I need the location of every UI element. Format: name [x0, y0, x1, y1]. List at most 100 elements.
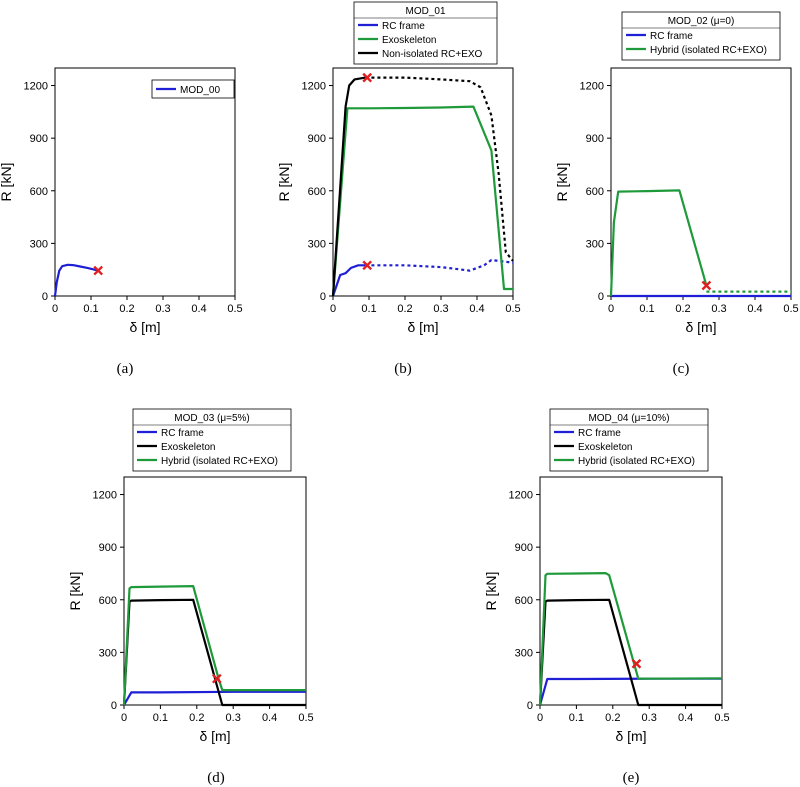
chart-panel-1: 0 0.1 0.2 0.3 0.4 0.5 0 300 600 900 1200 δ [m] R [kN… [0, 67, 243, 377]
x-tick-label: 0.2 [605, 712, 620, 724]
series-line-black [538, 598, 722, 707]
y-tick-label: 0 [320, 291, 326, 303]
legend-title: MOD_03 (μ=5%) [174, 413, 250, 424]
x-tick-label: 0.3 [433, 303, 448, 315]
legend-entry: Hybrid (isolated RC+EXO) [650, 45, 767, 56]
panel-caption: (d) [207, 770, 225, 786]
y-tick-label: 1200 [302, 81, 326, 93]
y-axis-label: R [kN] [554, 163, 570, 202]
y-tick-label: 300 [308, 238, 326, 250]
legend: MOD_03 (μ=5%) RC frame Exoskeleton Hybrid (… [132, 408, 292, 472]
y-tick-label: 300 [515, 647, 533, 659]
legend-entry: Hybrid (isolated RC+EXO) [578, 456, 695, 467]
x-tick-label: 0.1 [569, 712, 584, 724]
legend-title: MOD_04 (μ=10%) [588, 413, 669, 424]
failure-marker [631, 658, 642, 669]
x-tick-label: 0.3 [155, 303, 170, 315]
y-tick-label: 900 [99, 542, 117, 554]
x-tick-label: 0.2 [397, 303, 412, 315]
x-tick-label: 0.3 [642, 712, 657, 724]
series-line-blue [123, 690, 306, 706]
series-line-blue [331, 264, 366, 297]
x-tick-label: 0 [608, 303, 614, 315]
chart-panel-3: 0 0.1 0.2 0.3 0.4 0.5 0 300 600 900 1200 δ [m] R [kN… [554, 11, 799, 377]
legend: MOD_04 (μ=10%) RC frame Exoskeleton Hybrid … [549, 408, 709, 472]
x-tick-label: 0 [52, 303, 58, 315]
legend-entry: Exoskeleton [161, 442, 215, 453]
legend: MOD_02 (μ=0) RC frame Hybrid (isolated RC+… [621, 11, 781, 61]
x-tick-label: 0.4 [469, 303, 484, 315]
plot-frame [610, 67, 792, 297]
panel-caption: (c) [673, 361, 690, 377]
y-tick-label: 1200 [509, 490, 533, 502]
x-tick-label: 0 [330, 303, 336, 315]
plot-frame [539, 476, 723, 706]
failure-marker [362, 72, 373, 83]
x-tick-label: 0.2 [189, 712, 204, 724]
legend-box [621, 11, 781, 61]
legend-entry: RC frame [578, 428, 621, 439]
y-tick-label: 900 [515, 542, 533, 554]
x-tick-label: 0.5 [783, 303, 798, 315]
y-tick-label: 0 [42, 291, 48, 303]
x-tick-label: 0.4 [191, 303, 206, 315]
y-tick-label: 1200 [93, 490, 117, 502]
plot-frame [54, 67, 236, 297]
x-tick-label: 0.2 [119, 303, 134, 315]
legend-box [132, 408, 292, 472]
x-axis-label: δ [m] [199, 728, 230, 744]
y-tick-label: 600 [586, 186, 604, 198]
x-tick-label: 0.4 [747, 303, 762, 315]
legend: MOD_01 RC frame Exoskeleton Non-isolated RC… [353, 1, 498, 65]
legend-entry: RC frame [382, 21, 425, 32]
y-axis-label: R [kN] [483, 572, 499, 611]
y-tick-label: 1200 [580, 81, 604, 93]
y-tick-label: 300 [30, 238, 48, 250]
y-axis-label: R [kN] [276, 163, 292, 202]
y-tick-label: 0 [598, 291, 604, 303]
failure-marker [211, 673, 222, 684]
panel-caption: (a) [117, 361, 134, 377]
y-tick-label: 1200 [24, 81, 48, 93]
y-tick-label: 900 [308, 133, 326, 145]
legend-box [549, 408, 709, 472]
x-tick-label: 0.5 [298, 712, 313, 724]
legend-box [151, 79, 235, 99]
series-line-green [331, 105, 513, 297]
y-tick-label: 300 [99, 647, 117, 659]
chart-panel-2: 0 0.1 0.2 0.3 0.4 0.5 0 300 600 900 1200 δ [m] R [kN… [276, 1, 521, 377]
legend-title: MOD_01 [405, 6, 445, 17]
x-tick-label: 0.1 [153, 712, 168, 724]
x-tick-label: 0 [121, 712, 127, 724]
failure-marker [701, 280, 712, 291]
legend-title: MOD_02 (μ=0) [668, 16, 735, 27]
y-tick-label: 0 [111, 700, 117, 712]
y-tick-label: 0 [527, 700, 533, 712]
x-axis-label: δ [m] [129, 319, 160, 335]
legend-entry: Exoskeleton [382, 35, 436, 46]
x-tick-label: 0 [537, 712, 543, 724]
y-tick-label: 600 [515, 595, 533, 607]
x-axis-label: δ [m] [615, 728, 646, 744]
x-tick-label: 0.2 [675, 303, 690, 315]
failure-marker [93, 265, 104, 276]
legend-entry: MOD_00 [180, 85, 220, 96]
x-tick-label: 0.4 [678, 712, 693, 724]
x-tick-label: 0.1 [361, 303, 376, 315]
x-axis-label: δ [m] [407, 319, 438, 335]
legend-entry: Exoskeleton [578, 442, 632, 453]
series-line-green [609, 189, 708, 297]
chart-panel-4: 0 0.1 0.2 0.3 0.4 0.5 0 300 600 900 1200 δ [m] R [kN… [67, 408, 314, 786]
series-line-blue [53, 263, 99, 297]
plot-frame [123, 476, 307, 706]
legend-entry: RC frame [650, 31, 693, 42]
y-axis-label: R [kN] [67, 572, 83, 611]
plot-frame [332, 67, 514, 297]
panel-caption: (e) [623, 770, 640, 786]
series-line-black-dashed [365, 76, 514, 262]
y-tick-label: 900 [586, 133, 604, 145]
series-line-green [122, 585, 306, 706]
x-tick-label: 0.1 [639, 303, 654, 315]
legend-entry: Hybrid (isolated RC+EXO) [161, 456, 278, 467]
